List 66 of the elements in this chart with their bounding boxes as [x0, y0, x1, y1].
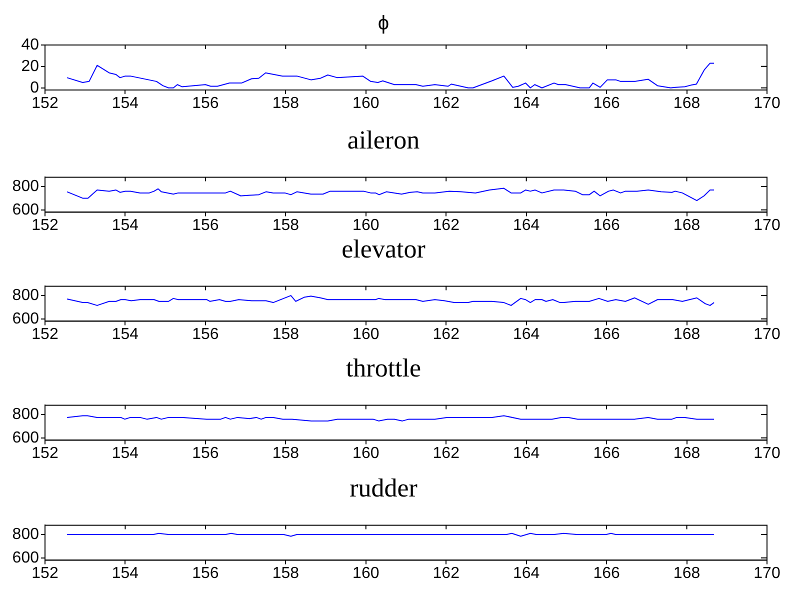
- x-tick-label: 156: [192, 217, 219, 234]
- x-tick-label: 166: [593, 445, 620, 462]
- y-tick-label: 600: [12, 549, 40, 566]
- x-tick-label: 166: [593, 95, 620, 112]
- x-tick-label: 158: [272, 565, 300, 582]
- x-tick-label: 152: [32, 445, 58, 462]
- x-tick-label: 168: [673, 326, 700, 344]
- y-tick-label: 600: [12, 429, 40, 446]
- chart-title: elevator: [342, 234, 426, 264]
- x-tick-label: 154: [112, 326, 139, 344]
- x-tick-label: 156: [192, 326, 219, 344]
- x-tick-label: 170: [754, 326, 780, 344]
- x-tick-label: 164: [512, 95, 540, 112]
- y-tick-label: 40: [21, 36, 40, 54]
- y-tick-label: 20: [21, 58, 40, 75]
- chart-title: throttle: [346, 353, 422, 382]
- x-tick-label: 162: [432, 217, 460, 234]
- y-tick-label: 800: [12, 286, 40, 304]
- x-tick-label: 162: [432, 326, 460, 344]
- x-tick-label: 170: [754, 95, 780, 112]
- x-tick-label: 162: [432, 95, 460, 112]
- x-tick-label: 170: [754, 445, 780, 462]
- x-tick-label: 164: [512, 565, 540, 582]
- x-tick-label: 154: [112, 95, 139, 112]
- x-tick-label: 158: [272, 217, 300, 234]
- x-tick-label: 170: [754, 565, 780, 582]
- x-tick-label: 160: [352, 445, 380, 462]
- x-tick-label: 154: [112, 217, 139, 234]
- y-tick-label: 600: [12, 201, 40, 218]
- x-tick-label: 156: [192, 445, 219, 462]
- x-tick-label: 160: [352, 95, 380, 112]
- x-tick-label: 152: [32, 217, 58, 234]
- y-tick-label: 600: [12, 310, 40, 328]
- x-tick-label: 158: [272, 326, 300, 344]
- y-tick-label: 800: [12, 406, 40, 423]
- x-tick-label: 166: [593, 326, 620, 344]
- x-tick-label: 160: [352, 217, 380, 234]
- x-tick-label: 168: [673, 565, 700, 582]
- y-tick-label: 800: [12, 526, 40, 543]
- x-tick-label: 156: [192, 565, 219, 582]
- x-tick-label: 154: [112, 445, 139, 462]
- x-tick-label: 158: [272, 95, 300, 112]
- x-tick-label: 152: [32, 326, 58, 344]
- y-tick-label: 0: [30, 79, 40, 96]
- x-tick-label: 166: [593, 565, 620, 582]
- x-tick-label: 168: [673, 217, 700, 234]
- x-tick-label: 154: [112, 565, 139, 582]
- chart-title: ϕ: [378, 12, 390, 35]
- x-tick-label: 156: [192, 95, 219, 112]
- x-tick-label: 160: [352, 326, 380, 344]
- x-tick-label: 162: [432, 445, 460, 462]
- x-tick-label: 152: [32, 565, 58, 582]
- x-tick-label: 160: [352, 565, 380, 582]
- x-tick-label: 164: [512, 445, 540, 462]
- x-tick-label: 166: [593, 217, 620, 234]
- chart-title: rudder: [350, 473, 418, 502]
- x-tick-label: 168: [673, 445, 700, 462]
- x-tick-label: 162: [432, 565, 460, 582]
- chart-title: aileron: [347, 125, 420, 154]
- x-tick-label: 168: [673, 95, 700, 112]
- x-tick-label: 170: [754, 217, 780, 234]
- x-tick-label: 152: [32, 95, 58, 112]
- x-tick-label: 164: [512, 326, 540, 344]
- x-tick-label: 158: [272, 445, 300, 462]
- y-tick-label: 800: [12, 178, 40, 195]
- x-tick-label: 164: [512, 217, 540, 234]
